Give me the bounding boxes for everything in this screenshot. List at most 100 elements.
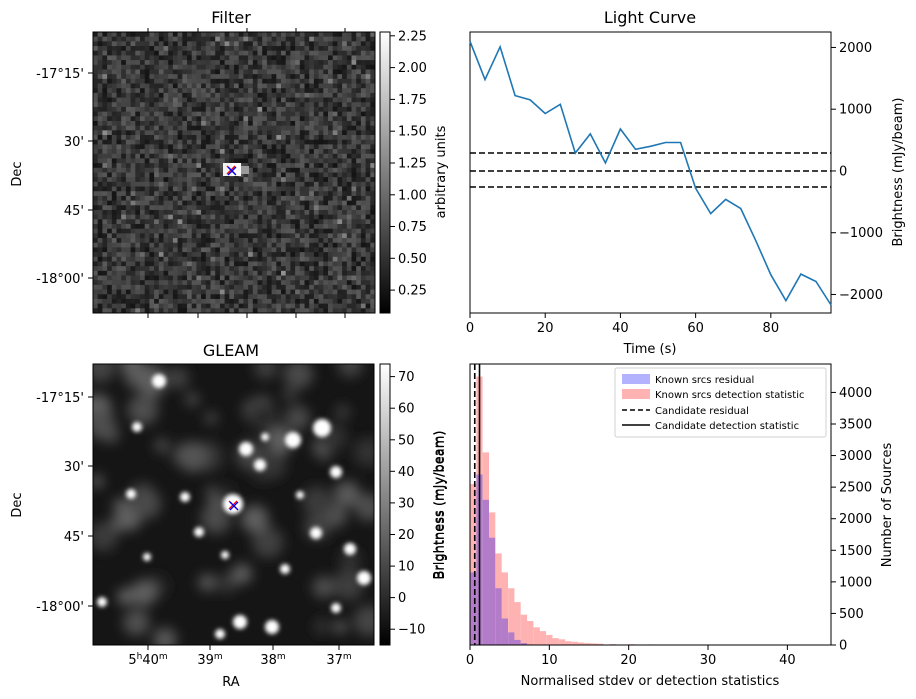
detection-bar [539,631,547,645]
gleam-radio-source [265,620,279,634]
gleam-ra-label: RA [222,675,240,690]
filter-colorbar-gradient [379,31,391,314]
filter-colorbar-tick-label: 1.25 [398,157,427,172]
gleam-dec-axis: -17°15' 30' 45' -18°00' Dec [10,391,93,615]
legend-label: Candidate detection statistic [655,421,799,432]
light-curve-x-tick-label: 0 [466,321,474,336]
detection-bar [501,572,508,645]
light-curve-y-tick-label: 2000 [839,41,872,56]
light-curve-y-axis: −2000 −1000 0 1000 2000 [831,41,883,303]
gleam-radio-source [330,466,342,478]
light-curve-ylabel: Brightness (mJy/beam) [891,98,906,247]
filter-dec-tick-label: -17°15' [36,67,84,82]
histogram-y-tick-label: 3500 [839,417,872,432]
histogram-y-tick-label: 500 [839,607,864,622]
residual-bar [495,588,502,645]
filter-dec-tick-label: 30' [64,135,84,150]
histogram-y-tick-label: 2500 [839,481,872,496]
histogram-x-tick-label: 30 [700,653,717,668]
gleam-radio-source [152,374,166,388]
legend-swatch [622,374,650,384]
histogram-y-tick-label: 3000 [839,449,872,464]
gleam-colorbar-tick-label: 70 [398,370,415,385]
legend-label: Known srcs residual [655,375,754,386]
histogram-y-tick-label: 0 [839,639,847,654]
legend-swatch [622,389,650,399]
histogram-x-axis: 0 10 20 30 40 [466,645,796,668]
detection-bar [514,602,521,645]
filter-title: Filter [211,8,251,27]
gleam-radio-source [261,433,269,441]
gleam-colorbar-tick-label: 40 [398,465,415,480]
light-curve-line [469,41,832,306]
histogram-left-ylabel: Brightness (mJy/beam) [433,431,448,580]
filter-colorbar-tick-label: 1.75 [398,93,427,108]
filter-source-pixel [232,163,241,176]
filter-panel: Filter -17°15' 30' 45' -18°00' Dec [10,8,449,318]
gleam-radio-source [180,492,190,502]
detection-bar [482,452,489,645]
light-curve-y-tick-label: 1000 [839,103,872,118]
gleam-radio-source [126,489,136,499]
detection-bar [577,642,585,645]
filter-top-ticks [147,28,346,318]
detection-bar [558,639,566,645]
histogram-x-tick-label: 10 [541,653,558,668]
filter-colorbar-tick-label: 2.25 [398,29,427,44]
detection-bar [489,512,496,645]
filter-colorbar-tick-label: 0.25 [398,284,427,299]
filter-colorbar-tick-label: 0.50 [398,252,427,267]
gleam-dec-tick-label: 30' [64,460,84,475]
detection-bar [527,621,534,645]
gleam-colorbar-tick-label: 10 [398,560,415,575]
gleam-radio-source [194,527,204,537]
gleam-radio-source [296,491,304,499]
light-curve-x-tick-label: 60 [687,321,704,336]
histogram-xlabel: Normalised stdev or detection statistics [521,674,780,689]
residual-bar [520,643,528,645]
light-curve-title: Light Curve [604,8,696,27]
gleam-colorbar-gradient [379,363,391,646]
gleam-colorbar-tick-label: −10 [398,623,425,638]
filter-dec-axis: -17°15' 30' 45' -18°00' Dec [10,67,93,287]
gleam-radio-source [221,551,229,559]
histogram-y-tick-label: 2000 [839,512,872,527]
light-curve-panel: Light Curve 0 20 40 60 80 −2000 −1000 0 1000 200… [466,8,906,357]
filter-colorbar-label: arbitrary units [434,125,449,218]
filter-dec-tick-label: 45' [64,204,84,219]
gleam-source-marker [228,500,239,511]
histogram-y-tick-label: 1000 [839,575,872,590]
light-curve-threshold-lines [470,152,831,188]
filter-dec-label: Dec [10,161,25,186]
gleam-colorbar-tick-label: 0 [398,591,406,606]
detection-bar [520,614,528,645]
filter-source-pixel [223,163,232,176]
detection-bar [590,643,597,645]
gleam-dec-tick-label: -18°00' [36,600,84,615]
gleam-colorbar-tick-label: 60 [398,402,415,417]
gleam-colorbar-tick-label: 20 [398,528,415,543]
gleam-dec-tick-label: -17°15' [36,391,84,406]
detection-bar [584,643,591,645]
histogram-y-tick-label: 1500 [839,544,872,559]
histogram-y-tick-label: 4000 [839,386,872,401]
candidate-lines [473,364,481,645]
gleam-radio-source [357,571,371,585]
gleam-radio-source [313,419,331,437]
gleam-radio-source [285,432,301,448]
gleam-colorbar: −10 0 10 20 30 40 50 60 70 Brightness (mJy/beam) [379,363,447,646]
detection-bar [533,627,540,645]
gleam-ra-tick-label: 37m [326,652,351,668]
filter-dec-tick-label: -18°00' [36,272,84,287]
detection-bar [571,641,578,645]
filter-colorbar-tick-label: 0.75 [398,220,427,235]
filter-colorbar-tick-label: 2.00 [398,61,427,76]
gleam-colorbar-tick-label: 30 [398,496,415,511]
gleam-panel: GLEAM -17°15' 30' 45' -18°00' Dec [10,341,447,690]
gleam-radio-source [239,442,253,456]
gleam-radio-source [215,629,225,639]
light-curve-x-axis: 0 20 40 60 80 [466,313,779,336]
light-curve-y-tick-label: −2000 [839,288,883,303]
gleam-radio-source [97,597,107,607]
